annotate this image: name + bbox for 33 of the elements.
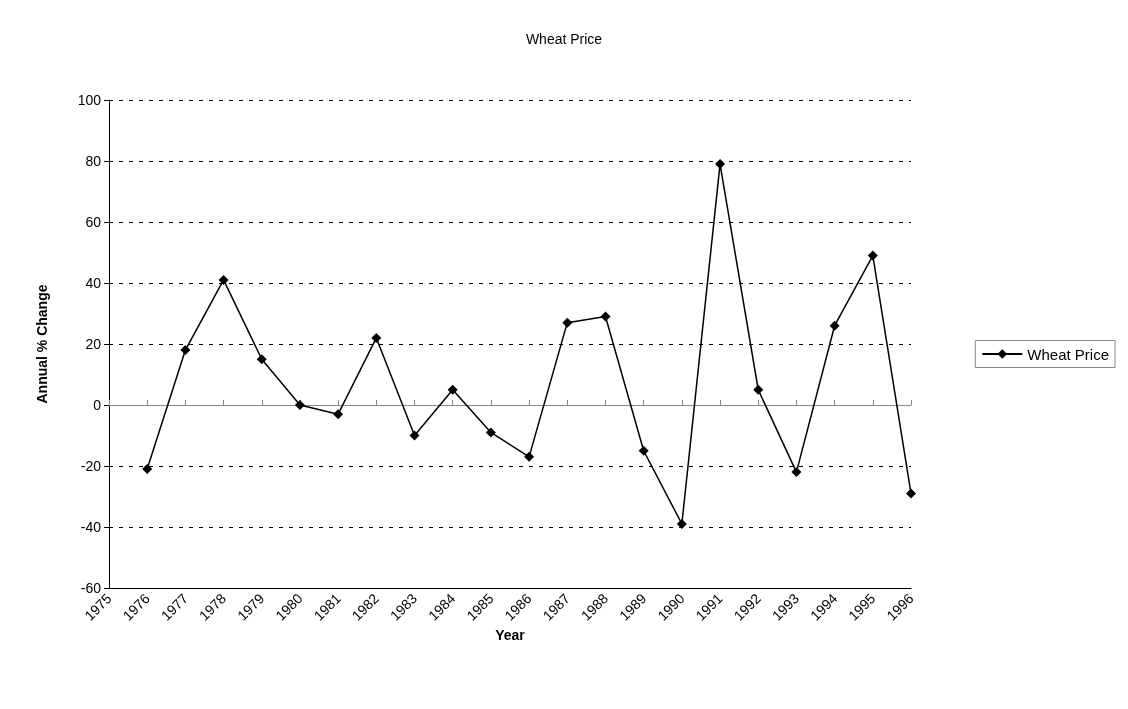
point — [485, 427, 496, 438]
y-tick-label: -20 — [80, 458, 102, 474]
point — [524, 451, 535, 462]
point — [333, 409, 344, 420]
point — [791, 467, 802, 478]
y-tick-label: 60 — [85, 214, 102, 230]
point — [753, 384, 764, 395]
point — [829, 320, 840, 331]
point — [218, 274, 229, 285]
point — [142, 464, 153, 475]
point — [600, 311, 611, 322]
point — [906, 488, 916, 499]
point — [409, 430, 420, 441]
point — [562, 317, 573, 328]
x-axis-title: Year — [495, 627, 526, 643]
point — [638, 445, 649, 456]
point — [447, 384, 458, 395]
y-tick-label: 80 — [85, 153, 102, 169]
y-axis-title: Annual % Change — [34, 284, 50, 404]
point — [371, 332, 382, 343]
y-tick-label: 0 — [93, 397, 102, 413]
y-tick-label: -60 — [80, 580, 102, 596]
y-tick-label: 100 — [77, 92, 102, 108]
point — [294, 400, 305, 410]
chart-title: Wheat Price — [525, 31, 603, 47]
y-tick-label: 40 — [85, 275, 102, 291]
legend-label: Wheat Price — [1027, 345, 1110, 363]
point — [676, 518, 687, 529]
point — [867, 250, 878, 261]
y-tick-label: -40 — [80, 519, 102, 535]
y-tick-label: 20 — [85, 336, 102, 352]
point — [180, 345, 191, 356]
point — [256, 354, 267, 365]
